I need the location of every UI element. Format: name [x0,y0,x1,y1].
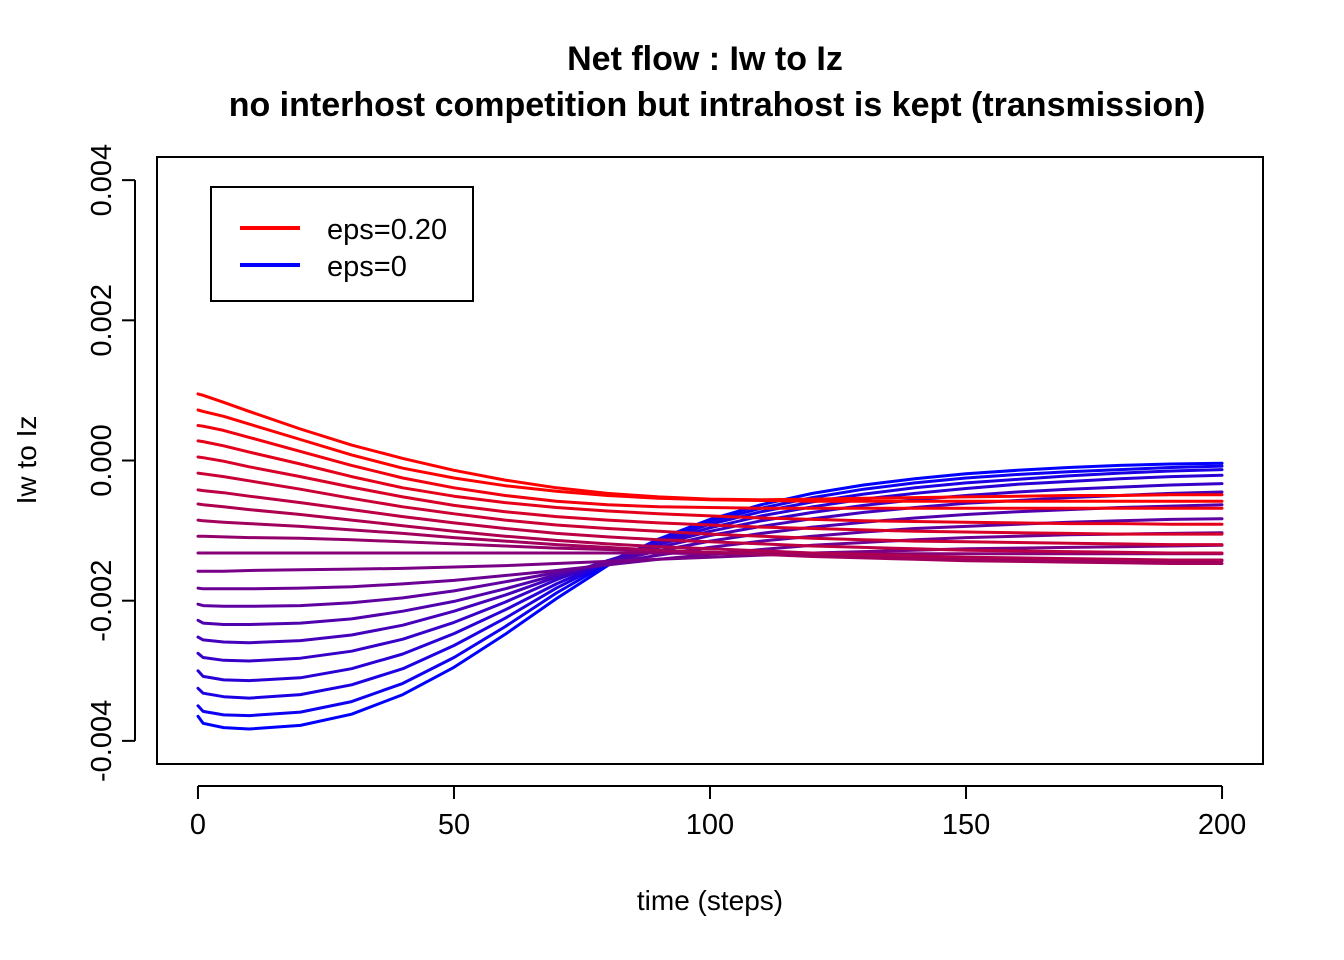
x-tick-label: 100 [686,809,734,841]
series-line-18 [196,424,1224,510]
legend-label-eps-020: eps=0.20 [327,214,447,246]
series-line-3 [196,473,1224,683]
series-line-10 [196,551,1224,556]
chart-subtitle: no interhost competition but intrahost i… [229,86,1206,124]
series-line-0 [196,461,1224,731]
x-tick-label: 0 [190,809,206,841]
y-axis-label: Iw to Iz [11,416,42,505]
series-line-13 [196,502,1224,562]
y-tick-label: 0.000 [86,424,118,497]
series-line-16 [196,455,1224,536]
plot-area [156,156,1264,765]
y-tick-label: -0.002 [86,560,118,642]
y-tick-label: 0.004 [86,144,118,217]
series-line-12 [196,518,1224,565]
x-axis-label: time (steps) [637,885,783,916]
series-line-2 [196,468,1224,700]
series-group [196,392,1224,731]
x-axis: 0 50 100 150 200 [190,785,1246,841]
series-line-4 [196,482,1224,663]
x-tick-label: 150 [942,809,990,841]
x-tick-label: 50 [438,809,470,841]
legend-label-eps-0: eps=0 [327,251,407,283]
series-line-17 [196,439,1224,526]
y-axis: -0.004 -0.002 0.000 0.002 0.004 [86,144,136,782]
legend-box [210,186,474,302]
series-line-15 [196,471,1224,547]
series-line-1 [196,464,1224,718]
chart-title: Net flow : Iw to Iz [567,40,843,78]
series-line-20 [196,392,1224,502]
series-line-14 [196,488,1224,555]
y-tick-label: -0.004 [86,700,118,782]
legend: eps=0.20 eps=0 [210,186,474,302]
x-tick-label: 200 [1198,809,1246,841]
y-tick-label: 0.002 [86,284,118,357]
series-line-9 [196,543,1224,573]
